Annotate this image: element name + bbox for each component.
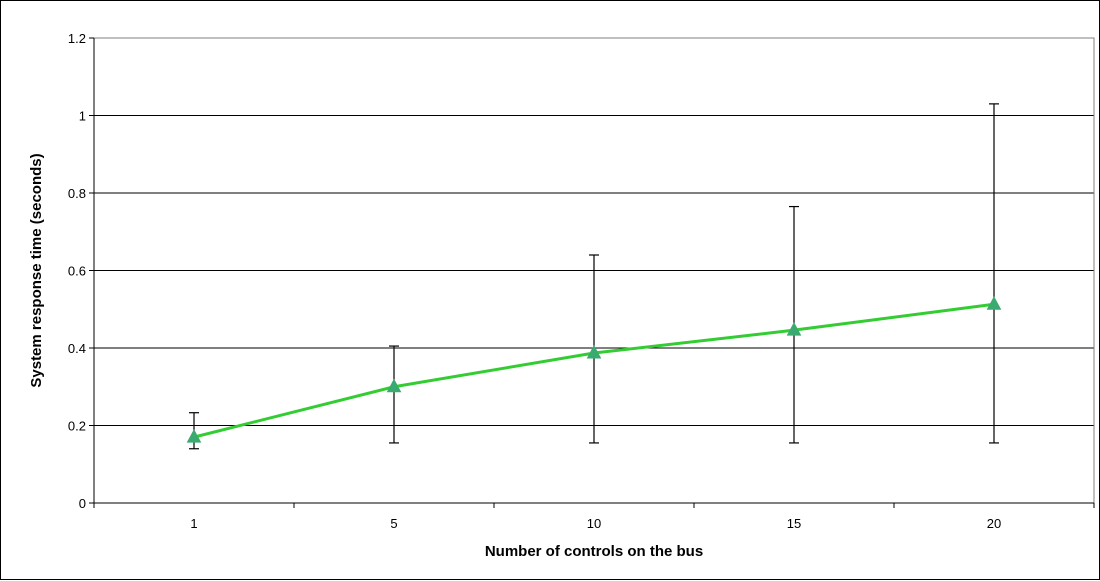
y-tick-label: 1 xyxy=(79,109,86,124)
x-tick-label: 1 xyxy=(190,516,197,531)
x-tick-label: 15 xyxy=(787,516,801,531)
error-bars xyxy=(189,103,999,450)
y-tick-label: 0.6 xyxy=(68,264,86,279)
x-axis-title: Number of controls on the bus xyxy=(485,543,703,560)
data-point-marker xyxy=(586,344,602,359)
data-point-marker xyxy=(186,429,202,443)
x-tick-labels: 1 5 10 15 20 xyxy=(190,516,1001,531)
axes xyxy=(89,37,1095,508)
error-bar xyxy=(389,345,399,444)
y-tick-label: 0.2 xyxy=(68,419,86,434)
data-point-marker xyxy=(386,378,402,393)
y-tick-label: 0.8 xyxy=(68,186,86,201)
error-bar xyxy=(989,103,999,444)
x-tick-label: 20 xyxy=(987,516,1001,531)
y-tick-label: 0 xyxy=(79,496,86,511)
data-points xyxy=(186,296,1002,443)
y-tick-labels: 0 0.2 0.4 0.6 0.8 1 1.2 xyxy=(68,31,86,511)
y-tick-label: 1.2 xyxy=(68,31,86,46)
x-tick-label: 5 xyxy=(390,516,397,531)
y-tick-label: 0.4 xyxy=(68,341,86,356)
data-point-marker xyxy=(986,296,1002,310)
data-point-marker xyxy=(786,322,802,336)
x-tick-label: 10 xyxy=(587,516,601,531)
y-axis-title: System response time (seconds) xyxy=(28,153,45,387)
